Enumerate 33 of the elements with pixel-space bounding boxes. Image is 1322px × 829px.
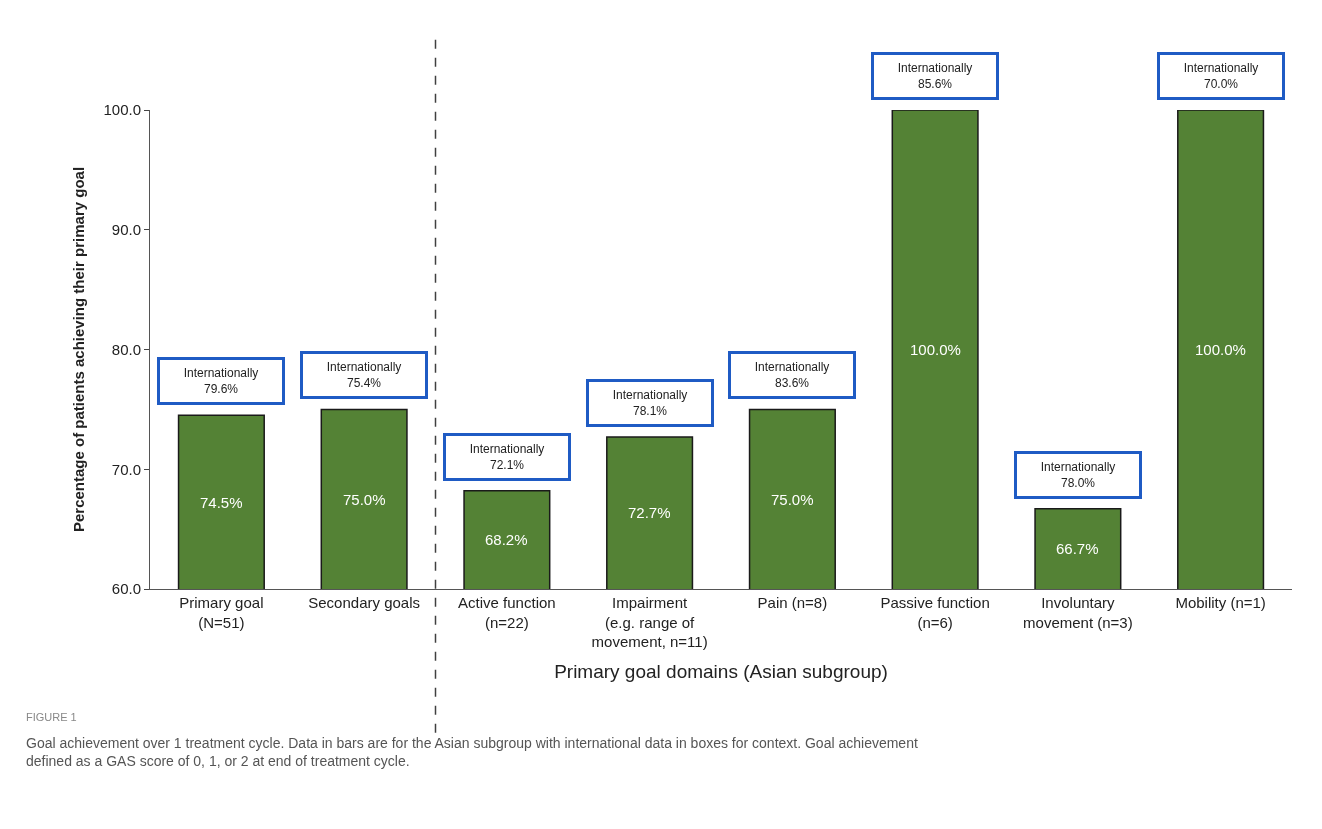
data-label: 75.0% <box>343 491 386 508</box>
annotation: Internationally 78.0% <box>1040 460 1116 490</box>
annotation: Internationally 72.1% <box>469 442 545 472</box>
data-label: 68.2% <box>485 531 528 548</box>
x-tick-label: Active function (n=22) <box>458 594 556 631</box>
annotation: Internationally 75.4% <box>326 360 402 390</box>
x-tick-label: Passive function (n=6) <box>880 594 990 631</box>
data-label: 75.0% <box>771 491 814 508</box>
data-label: 74.5% <box>200 494 243 511</box>
y-axis-title: Percentage of patients achieving their primary goal <box>69 166 87 533</box>
data-label: 66.7% <box>1056 540 1099 557</box>
annotation: Internationally 70.0% <box>1183 61 1259 91</box>
annotation: Internationally 83.6% <box>754 360 830 390</box>
x-tick-label: Primary goal (N=51) <box>179 594 264 631</box>
x-tick-label: Involuntary movement (n=3) <box>1023 594 1133 631</box>
x-axis-title: Primary goal domains (Asian subgroup) <box>554 660 888 682</box>
y-tick-label: 70.0 <box>111 460 141 478</box>
caption: FIGURE 1 <box>26 711 77 723</box>
x-tick-label: Pain (n=8) <box>757 594 828 611</box>
x-tick-label: Secondary goals <box>308 594 421 611</box>
annotation: Internationally 78.1% <box>612 388 688 418</box>
y-tick-label: 60.0 <box>111 580 141 598</box>
data-label: 100.0% <box>1195 341 1246 358</box>
x-tick-label: Mobility (n=1) <box>1175 594 1266 611</box>
y-tick-label: 80.0 <box>111 340 141 358</box>
annotation: Internationally 85.6% <box>897 61 973 91</box>
y-tick-label: 90.0 <box>111 221 141 238</box>
y-tick-label: 100.0 <box>103 101 141 119</box>
data-label: 72.7% <box>628 504 671 521</box>
annotation: Internationally 79.6% <box>183 366 259 396</box>
data-label: 100.0% <box>910 341 961 358</box>
x-tick-label: Impairment (e.g. range of movement, n=11) <box>591 594 708 650</box>
text: Goal achievement over 1 treatment cycle. Data in bars are for the Asian subgroup with international data in boxes for context. Goal achievement defined as a GAS score of 0, 1, or 2 at end of treatment cycle. <box>26 735 918 770</box>
